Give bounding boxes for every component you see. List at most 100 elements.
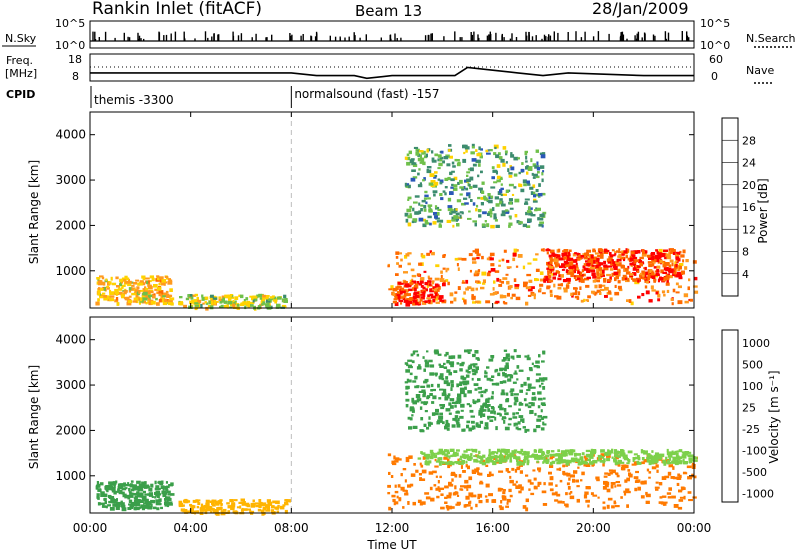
velocity-cell bbox=[255, 504, 259, 508]
power-cell bbox=[406, 153, 410, 156]
power-cell bbox=[671, 249, 676, 252]
power-cell bbox=[392, 300, 397, 304]
power-cell bbox=[452, 224, 455, 228]
power-cell bbox=[194, 307, 198, 311]
power-cell bbox=[561, 263, 566, 266]
velocity-cell bbox=[433, 484, 437, 487]
power-cell bbox=[538, 183, 541, 187]
power-cell bbox=[438, 224, 442, 228]
power-cell bbox=[631, 254, 636, 258]
power-cell bbox=[498, 264, 501, 267]
velocity-cell bbox=[602, 506, 606, 510]
power-cell bbox=[442, 160, 445, 164]
power-cell bbox=[644, 271, 650, 275]
velocity-cell bbox=[604, 472, 609, 475]
velocity-cell bbox=[421, 469, 427, 474]
power-cell bbox=[446, 163, 451, 167]
power-cell bbox=[242, 301, 247, 305]
power-cell bbox=[409, 297, 414, 301]
power-cell bbox=[412, 295, 416, 299]
power-cell bbox=[396, 285, 401, 289]
velocity-cell bbox=[551, 460, 556, 464]
power-cell bbox=[461, 187, 465, 191]
power-cell bbox=[592, 260, 596, 264]
velocity-cell bbox=[557, 449, 560, 453]
velocity-cell bbox=[485, 464, 489, 467]
velocity-cell bbox=[484, 375, 488, 378]
velocity-cell bbox=[531, 402, 535, 407]
power-cell bbox=[508, 222, 513, 226]
velocity-cell bbox=[520, 383, 524, 388]
velocity-cell bbox=[459, 488, 463, 491]
power-cell bbox=[650, 274, 653, 279]
power-cell bbox=[591, 290, 595, 294]
velocity-cell bbox=[602, 463, 605, 467]
velocity-cell bbox=[641, 450, 645, 454]
velocity-cell bbox=[123, 484, 126, 487]
power-cell bbox=[440, 270, 443, 274]
velocity-cell bbox=[468, 364, 473, 368]
velocity-cell bbox=[469, 456, 473, 460]
velocity-cell bbox=[519, 470, 523, 474]
velocity-cell bbox=[442, 421, 445, 425]
power-cell bbox=[210, 294, 214, 298]
power-cell bbox=[621, 277, 625, 281]
power-cell bbox=[647, 271, 651, 275]
velocity-cell bbox=[449, 483, 454, 487]
power-cell bbox=[409, 213, 412, 217]
power-colorbar-tick-label: 4 bbox=[742, 268, 749, 281]
power-cell bbox=[492, 287, 495, 291]
power-cell bbox=[546, 286, 550, 290]
power-cell bbox=[259, 297, 263, 300]
power-cell bbox=[639, 272, 644, 276]
power-cell bbox=[427, 294, 430, 298]
power-cell bbox=[158, 282, 161, 286]
power-cell bbox=[453, 176, 458, 181]
power-cell bbox=[549, 261, 553, 264]
power-cell bbox=[447, 197, 452, 202]
power-cell bbox=[165, 290, 169, 294]
power-cell bbox=[447, 176, 451, 181]
velocity-cell bbox=[474, 400, 479, 403]
velocity-cell bbox=[500, 500, 503, 504]
velocity-cell bbox=[443, 362, 446, 365]
power-cell bbox=[499, 200, 503, 205]
power-cell bbox=[603, 265, 609, 268]
velocity-cell bbox=[420, 417, 424, 421]
power-cell bbox=[427, 215, 432, 219]
velocity-cell bbox=[136, 502, 141, 507]
power-cell bbox=[265, 295, 270, 298]
velocity-cell bbox=[461, 361, 465, 365]
power-cell bbox=[672, 288, 676, 293]
power-cell bbox=[469, 186, 473, 190]
velocity-cell bbox=[682, 452, 686, 456]
power-cell bbox=[439, 156, 444, 160]
velocity-cell bbox=[654, 486, 660, 489]
velocity-cell bbox=[448, 402, 452, 406]
power-cell bbox=[539, 271, 544, 275]
power-cell bbox=[625, 271, 631, 275]
power-cell bbox=[499, 294, 504, 299]
velocity-cell bbox=[647, 453, 651, 457]
velocity-cell bbox=[488, 452, 492, 456]
velocity-cell bbox=[150, 483, 154, 488]
velocity-cell bbox=[202, 506, 205, 510]
velocity-cell bbox=[499, 413, 502, 417]
power-cell bbox=[399, 290, 403, 295]
velocity-cell bbox=[457, 458, 460, 463]
power-cell bbox=[422, 179, 425, 182]
velocity-cell bbox=[668, 461, 672, 464]
velocity-cell bbox=[479, 408, 484, 412]
power-cell bbox=[588, 259, 594, 264]
power-cell bbox=[277, 296, 282, 300]
power-cell bbox=[558, 265, 563, 268]
velocity-cell bbox=[429, 364, 435, 368]
velocity-cell bbox=[499, 454, 503, 458]
power-cell bbox=[517, 254, 523, 258]
power-cell bbox=[565, 269, 568, 273]
velocity-cell bbox=[651, 459, 656, 463]
velocity-cell bbox=[568, 452, 574, 456]
velocity-cell bbox=[472, 449, 475, 452]
velocity-cell bbox=[108, 481, 113, 485]
